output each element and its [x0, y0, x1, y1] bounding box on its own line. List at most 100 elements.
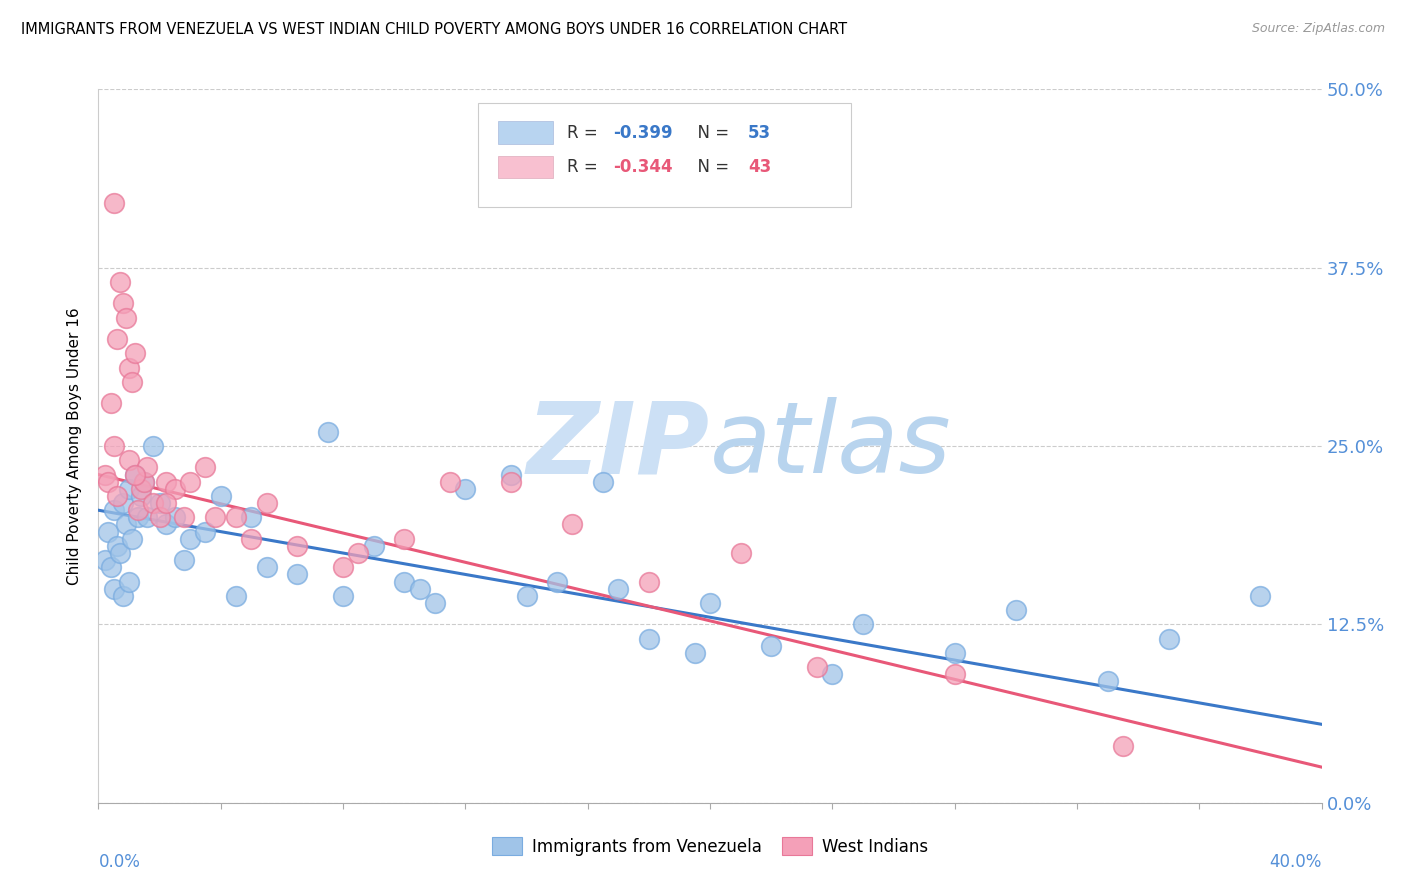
Point	[1004, 603, 1026, 617]
Point	[1097, 674, 1119, 689]
Text: 0.0%: 0.0%	[98, 853, 141, 871]
Point	[111, 496, 134, 510]
Text: -0.399: -0.399	[613, 124, 673, 142]
Point	[142, 439, 165, 453]
Point	[118, 482, 141, 496]
Point	[332, 589, 354, 603]
Point	[129, 489, 152, 503]
Point	[103, 439, 125, 453]
Point	[225, 510, 247, 524]
Point	[179, 532, 201, 546]
Point	[115, 310, 138, 325]
Text: atlas: atlas	[710, 398, 952, 494]
Text: -0.344: -0.344	[613, 158, 673, 176]
Point	[149, 510, 172, 524]
Point	[93, 553, 115, 567]
Point	[761, 639, 783, 653]
Point	[136, 510, 159, 524]
Point	[546, 574, 568, 589]
Point	[561, 517, 583, 532]
Point	[1157, 632, 1180, 646]
Legend: Immigrants from Venezuela, West Indians: Immigrants from Venezuela, West Indians	[485, 830, 935, 863]
Point	[127, 503, 149, 517]
Point	[124, 346, 146, 360]
Point	[439, 475, 461, 489]
Point	[127, 510, 149, 524]
Point	[103, 503, 125, 517]
Point	[699, 596, 721, 610]
Point	[97, 524, 120, 539]
Point	[103, 582, 125, 596]
Point	[173, 510, 195, 524]
Point	[134, 475, 156, 489]
Text: R =: R =	[567, 158, 603, 176]
Point	[118, 453, 141, 467]
Point	[194, 460, 217, 475]
Point	[392, 574, 416, 589]
FancyBboxPatch shape	[478, 103, 851, 207]
Point	[943, 667, 966, 681]
Point	[332, 560, 354, 574]
Point	[501, 467, 523, 482]
Text: 53: 53	[748, 124, 770, 142]
Point	[136, 460, 159, 475]
Point	[730, 546, 752, 560]
Point	[173, 553, 195, 567]
Point	[204, 510, 226, 524]
Text: 43: 43	[748, 158, 772, 176]
Point	[129, 482, 152, 496]
Point	[108, 546, 131, 560]
Point	[97, 475, 120, 489]
Point	[943, 646, 966, 660]
Point	[225, 589, 247, 603]
Point	[155, 517, 177, 532]
Text: R =: R =	[567, 124, 603, 142]
Point	[103, 196, 125, 211]
FancyBboxPatch shape	[498, 121, 554, 145]
Point	[163, 482, 186, 496]
Text: N =: N =	[686, 158, 734, 176]
Point	[111, 296, 134, 310]
Point	[256, 496, 278, 510]
Point	[806, 660, 828, 674]
Point	[134, 475, 156, 489]
Point	[683, 646, 706, 660]
Point	[100, 560, 122, 574]
Point	[108, 275, 131, 289]
Point	[105, 332, 128, 346]
Point	[118, 574, 141, 589]
Text: Source: ZipAtlas.com: Source: ZipAtlas.com	[1251, 22, 1385, 36]
Point	[821, 667, 844, 681]
Point	[501, 475, 523, 489]
Text: IMMIGRANTS FROM VENEZUELA VS WEST INDIAN CHILD POVERTY AMONG BOYS UNDER 16 CORRE: IMMIGRANTS FROM VENEZUELA VS WEST INDIAN…	[21, 22, 848, 37]
Text: ZIP: ZIP	[527, 398, 710, 494]
Point	[516, 589, 538, 603]
Point	[852, 617, 875, 632]
Point	[149, 496, 172, 510]
Point	[638, 574, 661, 589]
Point	[111, 589, 134, 603]
Point	[93, 467, 115, 482]
Point	[115, 517, 138, 532]
Point	[118, 360, 141, 375]
Point	[1112, 739, 1135, 753]
Point	[142, 496, 165, 510]
Point	[121, 375, 143, 389]
Point	[163, 510, 186, 524]
Point	[392, 532, 416, 546]
Text: 40.0%: 40.0%	[1270, 853, 1322, 871]
Point	[607, 582, 630, 596]
Point	[124, 467, 146, 482]
Point	[121, 532, 143, 546]
Point	[155, 475, 177, 489]
Text: N =: N =	[686, 124, 734, 142]
Point	[105, 489, 128, 503]
Point	[592, 475, 614, 489]
Point	[638, 632, 661, 646]
Point	[285, 539, 308, 553]
Point	[209, 489, 232, 503]
Point	[100, 396, 122, 410]
Point	[240, 510, 263, 524]
Point	[423, 596, 446, 610]
Y-axis label: Child Poverty Among Boys Under 16: Child Poverty Among Boys Under 16	[67, 307, 83, 585]
